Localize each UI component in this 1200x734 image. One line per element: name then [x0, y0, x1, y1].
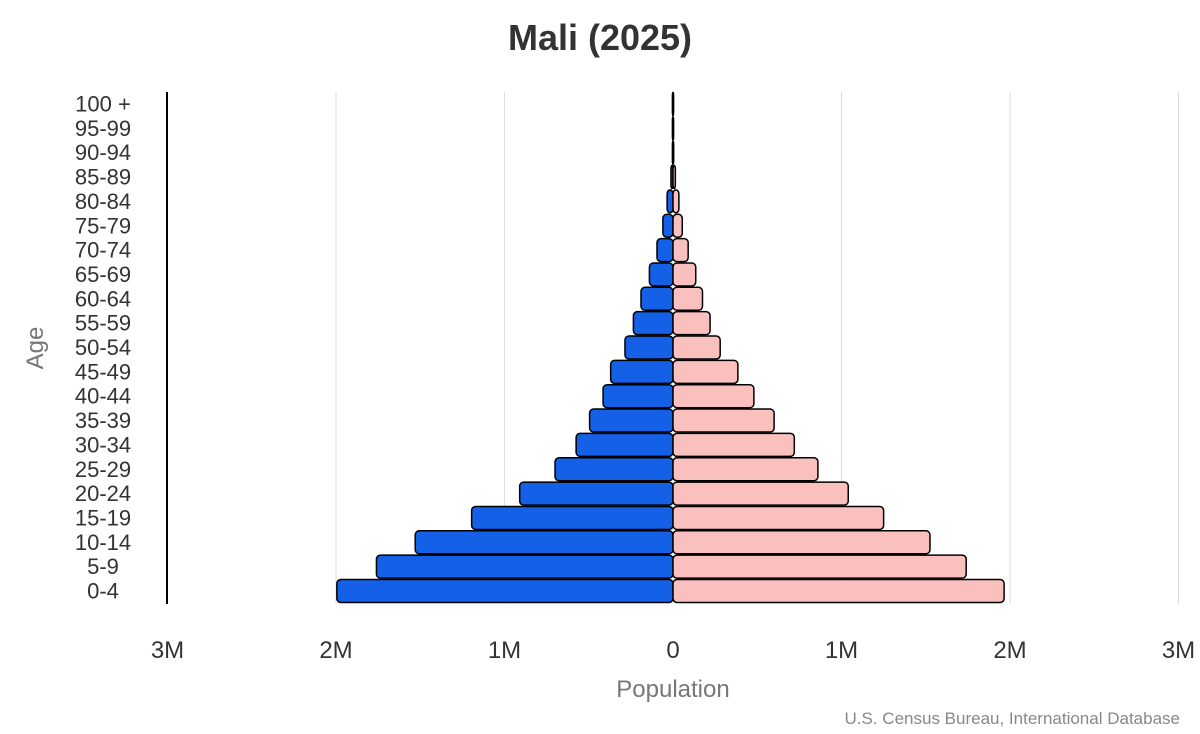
left-bar-75-79 — [662, 213, 674, 238]
left-bar-65-69 — [648, 262, 674, 287]
age-label: 65-69 — [75, 262, 131, 287]
age-label: 50-54 — [75, 335, 131, 360]
age-label: 95-99 — [75, 116, 131, 141]
age-label: 85-89 — [75, 165, 131, 190]
age-labels: 0-45-910-1415-1920-2425-2930-3435-3940-4… — [75, 92, 131, 604]
source-credit: U.S. Census Bureau, International Databa… — [845, 709, 1180, 728]
age-label: 15-19 — [75, 505, 131, 530]
bars — [336, 91, 1005, 604]
age-label: 100 + — [75, 92, 131, 117]
age-label: 20-24 — [75, 481, 131, 506]
right-bar-25-29 — [672, 457, 819, 482]
left-bar-80-84 — [666, 189, 674, 214]
left-bar-20-24 — [518, 481, 674, 506]
x-tick-label: 3M — [151, 637, 184, 664]
y-axis-title: Age — [22, 327, 49, 370]
right-bar-15-19 — [672, 505, 885, 531]
chart-title: Mali (2025) — [508, 17, 692, 58]
right-bar-90-94 — [672, 140, 675, 165]
x-tick-label: 1M — [488, 637, 521, 664]
age-label: 40-44 — [75, 384, 131, 409]
right-bar-35-39 — [672, 408, 775, 433]
age-label: 80-84 — [75, 189, 131, 214]
age-label: 45-49 — [75, 359, 131, 384]
right-bar-10-14 — [672, 530, 931, 555]
age-label: 90-94 — [75, 140, 131, 165]
age-label: 35-39 — [75, 408, 131, 433]
left-bar-40-44 — [602, 383, 674, 409]
age-label: 70-74 — [75, 238, 131, 263]
left-bar-25-29 — [554, 457, 674, 482]
left-bar-30-34 — [575, 432, 674, 458]
x-tick-label: 2M — [993, 637, 1026, 664]
right-bar-65-69 — [672, 262, 697, 287]
right-bar-55-59 — [672, 310, 711, 336]
right-bar-5-9 — [672, 554, 967, 579]
right-bar-70-74 — [672, 237, 689, 263]
age-label: 5-9 — [87, 554, 119, 579]
age-label: 55-59 — [75, 311, 131, 336]
right-bar-50-54 — [672, 335, 721, 360]
right-bar-80-84 — [672, 189, 680, 214]
left-bar-45-49 — [609, 359, 674, 385]
age-label: 75-79 — [75, 213, 131, 238]
right-bar-85-89 — [672, 164, 677, 190]
left-bar-15-19 — [470, 505, 674, 531]
right-bar-40-44 — [672, 383, 755, 409]
left-bar-10-14 — [414, 530, 674, 555]
x-tick-label: 0 — [666, 637, 679, 664]
right-bar-95-99 — [672, 116, 675, 141]
right-bar-30-34 — [672, 432, 796, 458]
left-bar-55-59 — [632, 310, 674, 336]
left-bar-70-74 — [656, 237, 674, 263]
x-tick-label: 2M — [319, 637, 352, 664]
left-bar-0-4 — [336, 578, 674, 604]
x-tick-labels: 3M 2M 1M 0 1M 2M 3M — [151, 637, 1195, 664]
right-bar-20-24 — [672, 481, 849, 506]
x-tick-label: 3M — [1162, 637, 1195, 664]
right-bar-60-64 — [672, 286, 704, 312]
x-tick-label: 1M — [825, 637, 858, 664]
age-label: 10-14 — [75, 530, 131, 555]
age-label: 25-29 — [75, 457, 131, 482]
x-axis-title: Population — [616, 676, 729, 703]
left-bar-5-9 — [375, 554, 674, 579]
left-bar-50-54 — [624, 335, 674, 360]
age-label: 60-64 — [75, 286, 131, 311]
right-bar-0-4 — [672, 578, 1005, 604]
right-bar-45-49 — [672, 359, 739, 385]
age-label: 0-4 — [87, 579, 119, 604]
right-bar-75-79 — [672, 213, 684, 238]
right-bar-100- — [672, 91, 675, 117]
left-bar-60-64 — [640, 286, 674, 312]
left-bar-35-39 — [588, 408, 674, 433]
age-label: 30-34 — [75, 432, 131, 457]
